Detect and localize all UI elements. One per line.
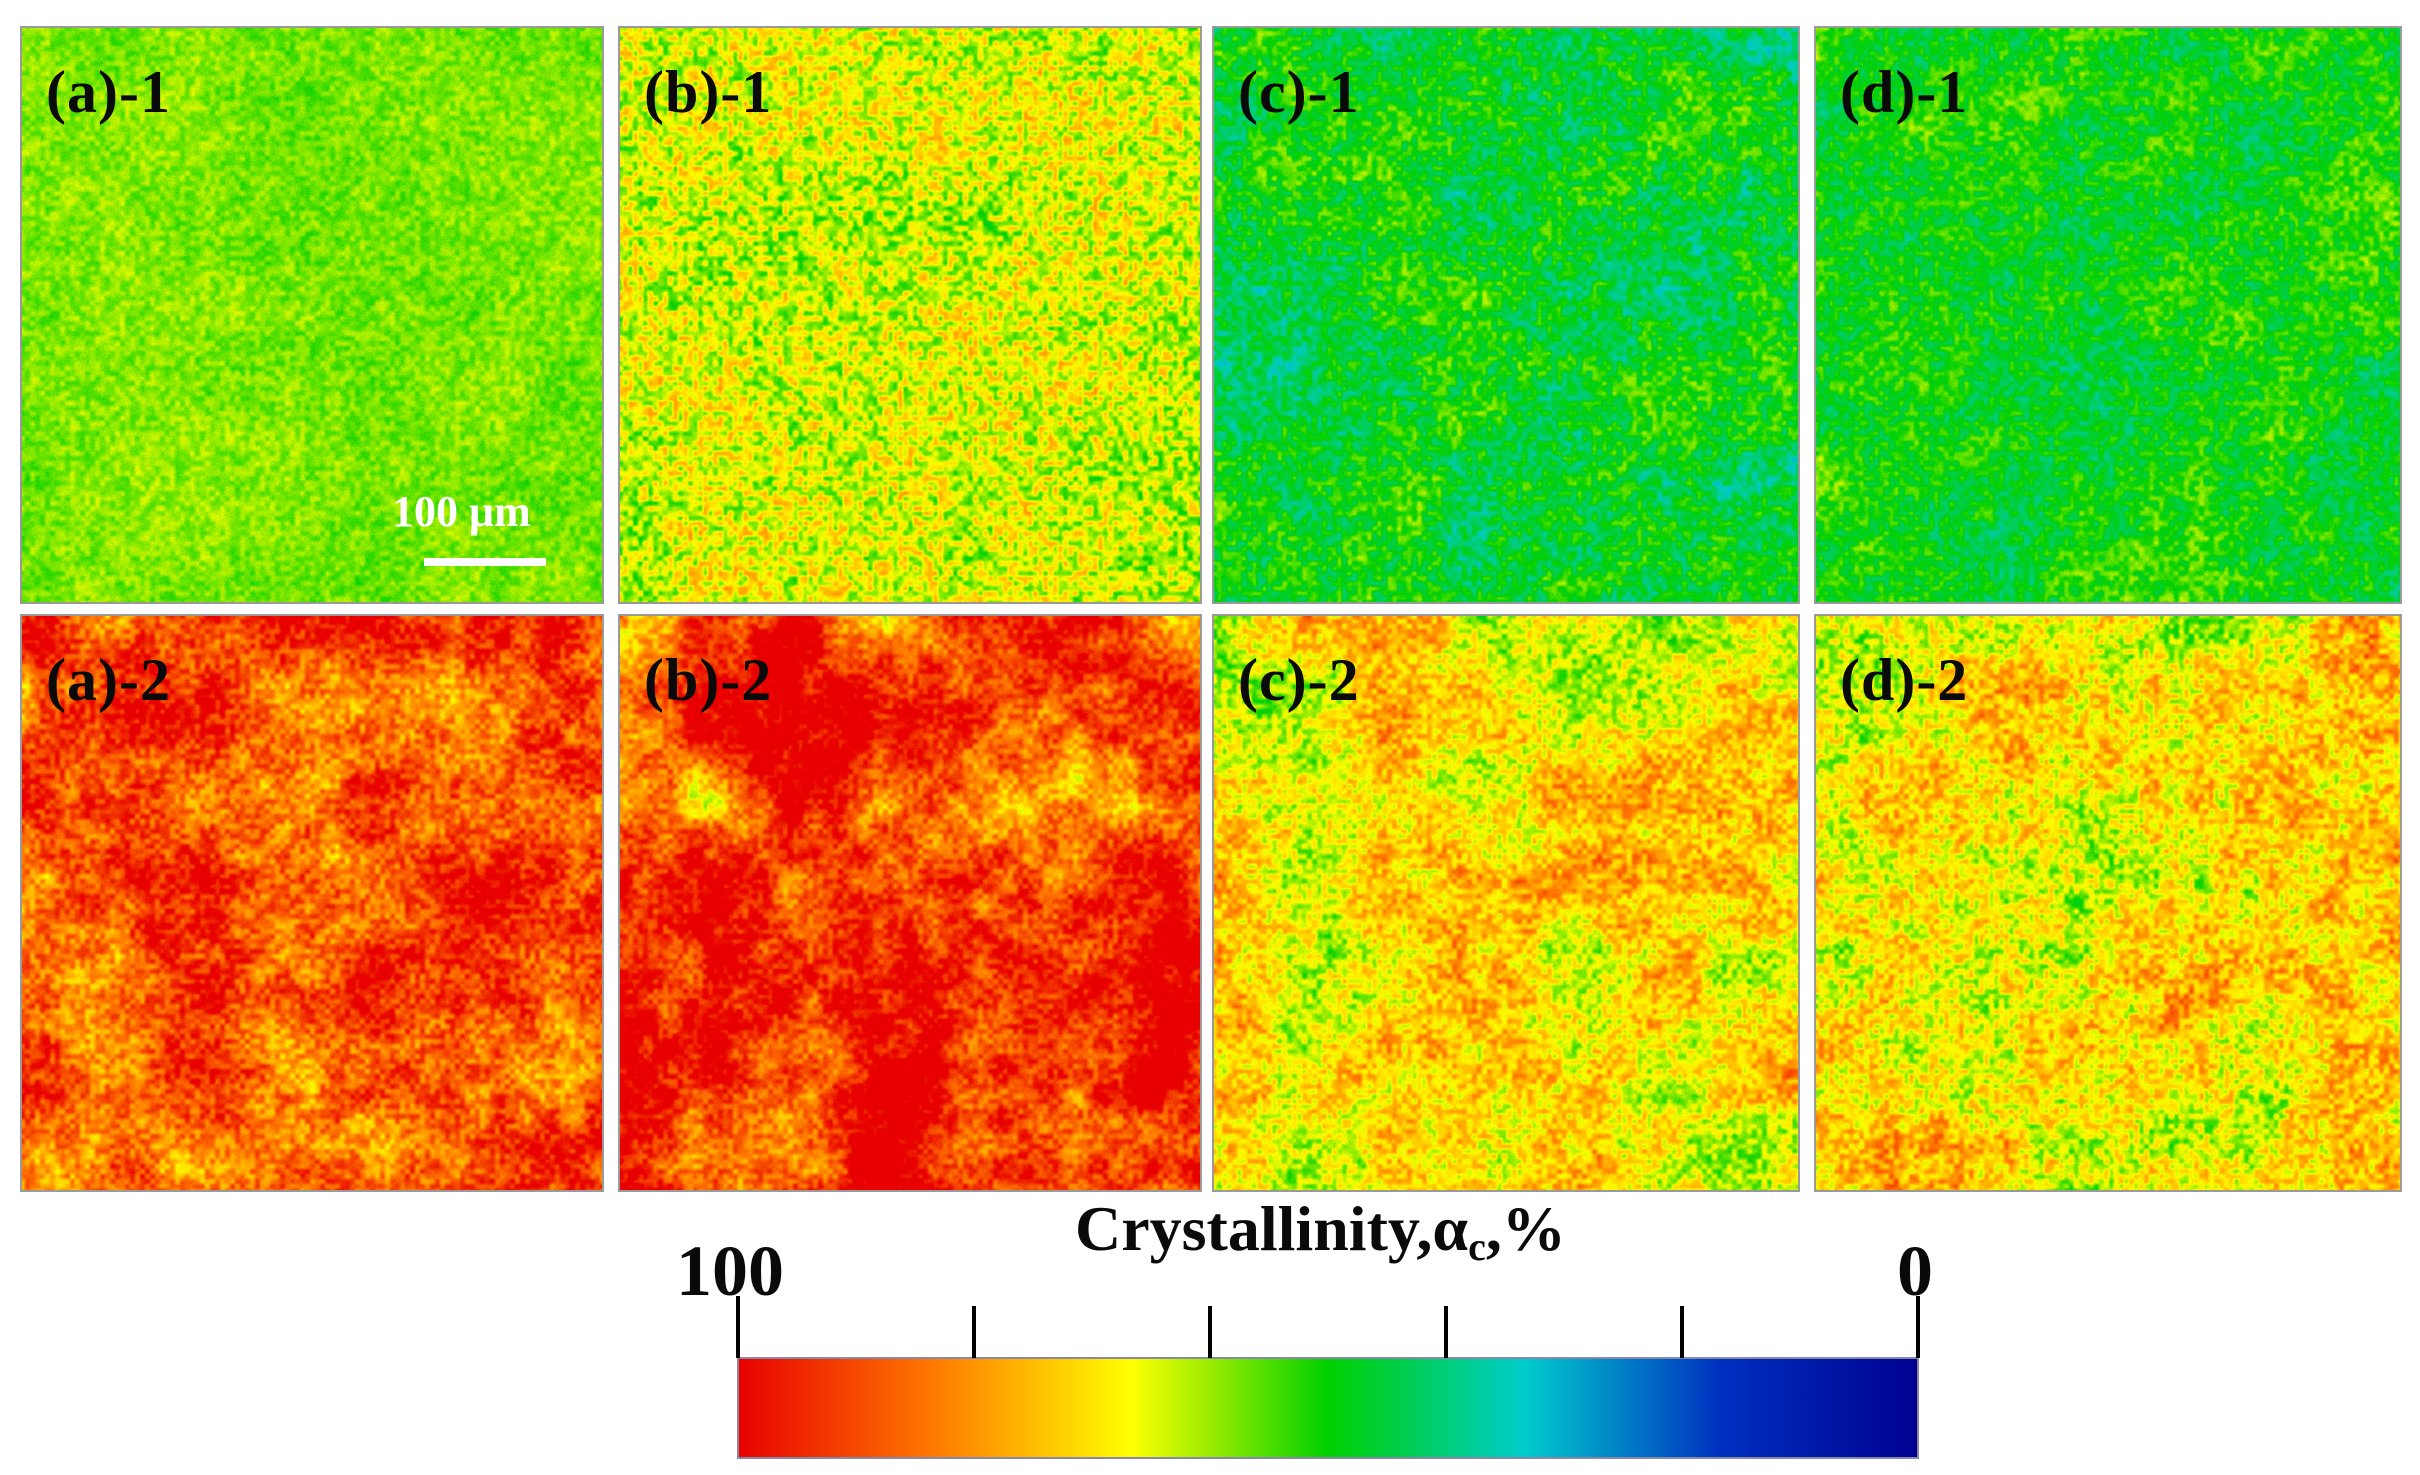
panel-a2-label: (a)-2 <box>46 647 171 713</box>
colorbar-min-label: 0 <box>1897 1231 1933 1311</box>
colorbar-title-symbol: α <box>1432 1193 1469 1264</box>
panel-d1-label: (d)-1 <box>1840 59 1969 125</box>
colorbar-gradient <box>737 1357 1919 1459</box>
panel-c2-map <box>1214 616 1798 1190</box>
panel-b2-label: (b)-2 <box>644 647 773 713</box>
colorbar-title: Crystallinity,αc,% <box>1075 1197 1566 1267</box>
panel-d2: (d)-2 <box>1814 614 2402 1192</box>
panel-c2-label: (c)-2 <box>1238 647 1360 713</box>
colorbar <box>736 1296 1920 1459</box>
panel-d1: (d)-1 <box>1814 26 2402 604</box>
colorbar-title-prefix: Crystallinity, <box>1075 1193 1433 1264</box>
colorbar-ticks <box>736 1296 1920 1358</box>
panel-a1-map <box>22 28 602 602</box>
colorbar-title-subscript: c <box>1468 1224 1486 1269</box>
panel-a2: (a)-2 <box>20 614 604 1192</box>
panel-d1-map <box>1816 28 2400 602</box>
panel-b1-map <box>620 28 1200 602</box>
panel-c1-map <box>1214 28 1798 602</box>
panel-c1: (c)-1 <box>1212 26 1800 604</box>
panel-a1-label: (a)-1 <box>46 59 171 125</box>
panel-a1: (a)-1 100 μm <box>20 26 604 604</box>
panel-a2-map <box>22 616 602 1190</box>
panel-c1-label: (c)-1 <box>1238 59 1360 125</box>
panel-d2-map <box>1816 616 2400 1190</box>
scale-bar <box>424 558 546 566</box>
panel-b2-map <box>620 616 1200 1190</box>
panel-b1: (b)-1 <box>618 26 1202 604</box>
scale-bar-label: 100 μm <box>392 487 531 536</box>
colorbar-max-label: 100 <box>676 1231 784 1311</box>
panel-d2-label: (d)-2 <box>1840 647 1969 713</box>
panel-b1-label: (b)-1 <box>644 59 773 125</box>
colorbar-title-suffix: ,% <box>1485 1193 1566 1264</box>
panel-b2: (b)-2 <box>618 614 1202 1192</box>
panel-c2: (c)-2 <box>1212 614 1800 1192</box>
